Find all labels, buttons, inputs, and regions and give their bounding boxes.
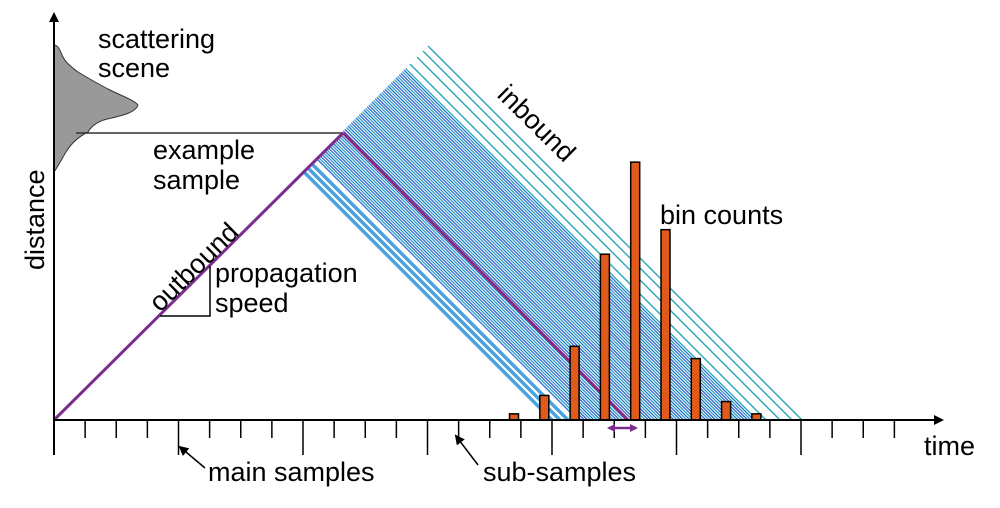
inbound-ray — [345, 127, 640, 421]
inbound-ray — [358, 114, 665, 421]
scattering-scene-label-line1: scattering — [98, 24, 215, 54]
inbound-ray — [374, 98, 697, 421]
inbound-ray — [409, 63, 767, 421]
inbound-rays — [301, 45, 803, 422]
inbound-ray — [301, 169, 554, 422]
time-ticks — [53, 420, 896, 455]
example-sample-label-line2: sample — [153, 165, 240, 195]
bin-count-bar — [569, 345, 580, 421]
inbound-ray — [416, 56, 781, 421]
inbound-ray — [331, 141, 611, 421]
inbound-ray — [363, 109, 675, 421]
inbound-ray — [365, 107, 678, 421]
inbound-ray — [392, 80, 733, 421]
propagation-speed-triangle — [160, 266, 211, 317]
bin-counts-label: bin counts — [660, 200, 783, 230]
inbound-ray — [400, 72, 749, 421]
inbound-ray — [379, 93, 707, 421]
inbound-ray — [361, 111, 672, 421]
propagation-speed-label-line1: propagation — [215, 258, 358, 288]
outbound-ray — [52, 131, 345, 422]
scattering-scene-shape — [53, 44, 139, 174]
scattering-scene-label-line2: scene — [98, 53, 170, 83]
inbound-ray — [350, 122, 649, 421]
propagation-speed-label-line2: speed — [215, 288, 289, 318]
inbound-ray — [382, 90, 713, 421]
inbound-ray — [309, 161, 570, 422]
time-axis-label: time — [924, 431, 975, 461]
inbound-ray — [328, 144, 605, 421]
inbound-ray — [376, 96, 701, 421]
bin-count-bar — [660, 228, 671, 421]
bin-count-bar — [599, 253, 611, 421]
distance-axis-label: distance — [20, 169, 50, 270]
bin-count-bar — [539, 394, 550, 421]
inbound-ray — [318, 154, 585, 421]
inbound-ray — [381, 91, 710, 421]
inbound-ray — [320, 152, 589, 421]
bin-count-bar — [629, 161, 641, 421]
sub-samples-pointer — [454, 434, 479, 466]
inbound-ray — [344, 128, 637, 421]
inbound-ray — [395, 77, 739, 421]
inbound-ray — [393, 79, 736, 421]
inbound-ray — [427, 45, 803, 421]
inbound-ray — [323, 149, 595, 421]
inbound-ray — [390, 82, 729, 421]
inbound-ray — [321, 151, 592, 421]
inbound-ray — [317, 155, 582, 421]
main-samples-pointer — [178, 445, 206, 469]
main-samples-label: main samples — [208, 457, 375, 487]
inbound-ray — [315, 157, 579, 421]
inbound-ray — [398, 74, 745, 421]
example-sample-label-line1: example — [153, 135, 255, 165]
inbound-ray — [305, 165, 562, 422]
inbound-ray — [329, 143, 608, 421]
example-inbound-ray — [341, 131, 630, 422]
inbound-ray — [366, 106, 681, 421]
inbound-ray — [357, 115, 662, 421]
inbound-ray — [405, 67, 758, 421]
inbound-ray — [347, 125, 643, 421]
inbound-ray — [397, 75, 742, 421]
inbound-ray — [325, 147, 598, 421]
inbound-ray — [422, 50, 793, 421]
bin-count-bar — [690, 357, 702, 421]
inbound-ray — [360, 112, 669, 421]
inbound-ray — [377, 95, 704, 421]
sub-samples-label: sub-samples — [483, 457, 636, 487]
inbound-ray — [333, 139, 614, 421]
bin-count-bar — [720, 400, 732, 421]
inbound-ray — [326, 146, 601, 421]
inbound-ray — [342, 130, 633, 421]
inbound-ray — [349, 123, 646, 421]
